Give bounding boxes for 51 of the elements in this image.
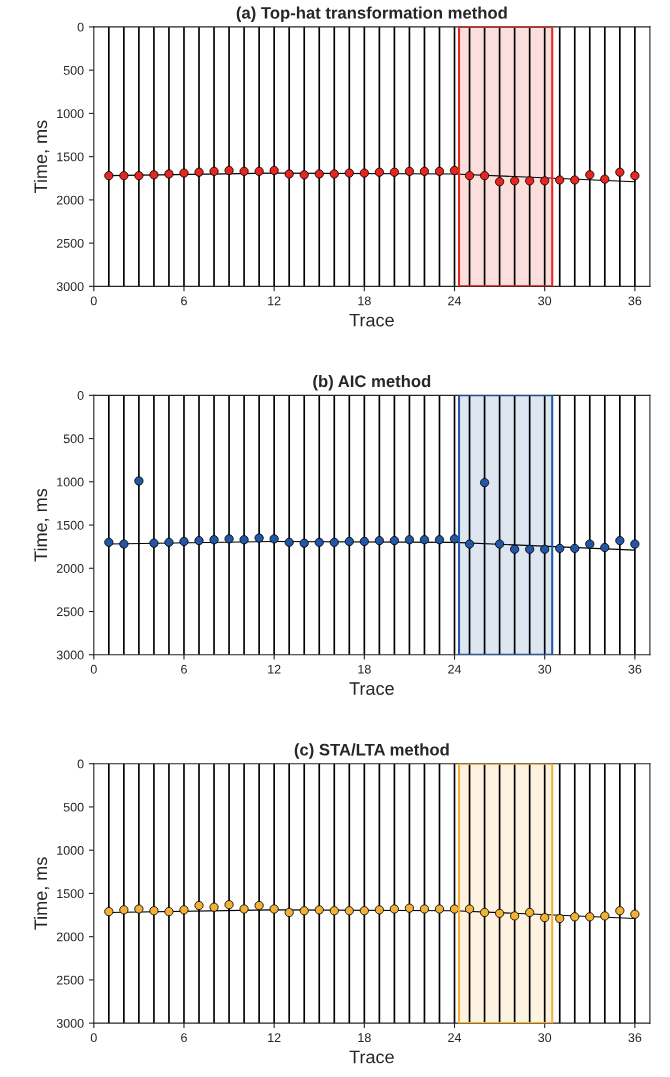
y-tick-label: 2500 — [56, 607, 84, 617]
x-tick-label: 12 — [268, 296, 281, 306]
y-tick-label: 3000 — [56, 282, 84, 292]
y-tick-label: 1000 — [57, 109, 84, 119]
y-tick-label: 0 — [77, 759, 84, 769]
chart-title: (c) STA/LTA method — [294, 743, 449, 759]
y-tick-label: 1500 — [57, 520, 84, 530]
x-tick-label: 0 — [90, 296, 97, 306]
y-axis-title: Time, ms — [33, 120, 50, 194]
y-tick-label: 2000 — [56, 932, 84, 942]
x-tick-label: 18 — [358, 1033, 371, 1043]
x-tick-label: 36 — [628, 1033, 642, 1043]
x-tick-label: 30 — [538, 296, 552, 306]
chart-title: (a) Top-hat transformation method — [236, 6, 507, 23]
y-axis-title: Time, ms — [33, 857, 50, 930]
x-axis-title: Trace — [349, 1050, 394, 1064]
x-tick-label: 6 — [181, 1033, 187, 1043]
x-axis-title: Trace — [349, 313, 394, 327]
x-tick-label: 24 — [448, 664, 462, 674]
y-tick-label: 2500 — [56, 238, 84, 248]
x-tick-label: 18 — [358, 296, 371, 306]
y-tick-label: 1000 — [57, 477, 84, 487]
y-tick-label: 2500 — [56, 975, 84, 985]
y-tick-label: 1000 — [57, 845, 84, 855]
chart-title: (b) AIC method — [313, 374, 431, 391]
x-tick-label: 6 — [181, 664, 187, 674]
x-tick-label: 36 — [628, 664, 642, 674]
x-tick-label: 0 — [90, 664, 97, 674]
x-tick-label: 12 — [268, 1033, 281, 1042]
x-tick-label: 0 — [90, 1033, 97, 1043]
x-tick-label: 6 — [181, 296, 187, 306]
x-axis-title: Trace — [349, 682, 394, 695]
y-tick-label: 500 — [63, 65, 84, 75]
x-tick-label: 24 — [448, 296, 462, 306]
y-tick-label: 3000 — [56, 650, 84, 660]
y-tick-label: 2000 — [56, 195, 84, 205]
y-tick-label: 0 — [77, 22, 84, 32]
y-tick-label: 500 — [63, 434, 84, 444]
x-tick-label: 30 — [538, 664, 552, 674]
x-tick-label: 36 — [628, 296, 642, 306]
x-tick-label: 18 — [358, 664, 371, 674]
x-tick-label: 12 — [268, 664, 281, 674]
y-tick-label: 500 — [63, 802, 84, 812]
y-tick-label: 0 — [77, 391, 84, 400]
x-tick-label: 30 — [538, 1033, 552, 1043]
x-tick-label: 24 — [448, 1033, 462, 1042]
y-tick-label: 1500 — [57, 889, 84, 899]
y-tick-label: 3000 — [56, 1018, 84, 1028]
y-tick-label: 1500 — [57, 152, 84, 162]
y-axis-title: Time, ms — [33, 488, 50, 562]
y-tick-label: 2000 — [56, 564, 84, 573]
